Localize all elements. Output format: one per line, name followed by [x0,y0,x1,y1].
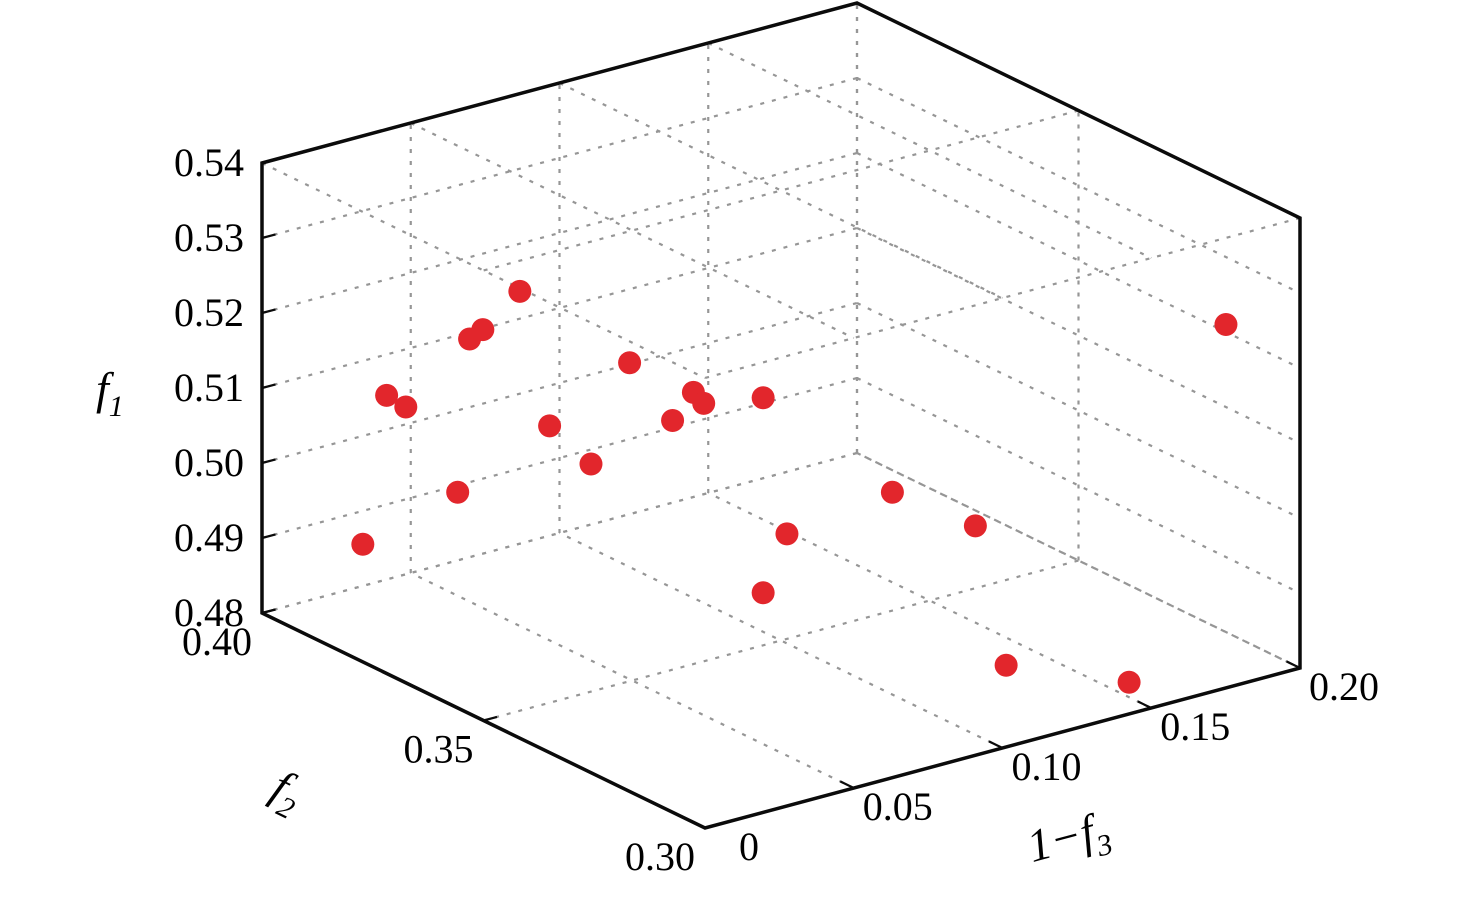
gridline-x3-top [261,162,706,379]
one-minus-f3-tick-mark [988,740,1003,749]
data-point [1117,670,1141,694]
one-minus-f3-tick-label: 0.15 [1160,704,1230,749]
f1-axis-title-sub: 1 [108,390,124,423]
f1-tick-mark [261,383,276,390]
f1-tick-mark [261,458,276,465]
data-point [618,351,642,375]
f1-tick-label: 0.54 [174,140,244,185]
one-minus-f3-tick-label: 0.20 [1309,664,1379,709]
f1-tick-label: 0.49 [174,515,244,560]
one-minus-f3-tick-mark [839,780,855,789]
f1-tick-mark [261,158,276,165]
gridline-f1-right-wall [856,377,1301,594]
gridline-x3-top [707,42,1152,259]
data-point [579,452,603,476]
data-point [692,391,716,415]
data-point [394,395,418,419]
data-point [661,408,685,432]
f1-axis-title-base: f [96,363,109,414]
f1-tick-label: 0.53 [174,215,244,260]
f1-tick-label: 0.52 [174,290,244,335]
f1-tick-mark [261,533,276,540]
gridline-f2-base [483,559,1079,722]
data-point [458,327,482,351]
one-minus-f3-tick-label: 0.10 [1012,744,1082,789]
gridline-f1-right-wall [856,77,1301,294]
f2-tick-mark [483,715,498,722]
gridline-x3-top [410,122,855,339]
gridline-f2-top [483,109,1079,272]
gridline-x3-base [559,532,1003,749]
data-point [538,414,562,438]
gridline-x3-top [559,82,1003,299]
gridline-f1-right-wall [856,302,1301,519]
data-point [351,532,375,556]
f2-tick-mark [261,608,276,615]
data-point [751,581,775,605]
one-minus-f3-tick-mark [1137,700,1152,709]
f2-tick-label: 0.40 [182,619,252,664]
data-point [508,279,532,303]
one-minus-f3-tick-mark [1286,660,1301,669]
gridline-x3-base [707,492,1152,709]
gridline-f1-right-wall [856,227,1301,444]
data-point [880,480,904,504]
f1-tick-mark [261,233,276,240]
f1-tick-label: 0.51 [174,365,244,410]
gridline-x3-base [856,452,1301,669]
f1-tick-label: 0.50 [174,440,244,485]
f1-tick-mark [261,308,276,315]
gridline-f1-right-wall [856,452,1301,669]
one-minus-f3-tick-label: 0 [739,824,759,869]
data-point [375,383,399,407]
f1-axis-title: f1 [96,362,124,424]
f2-tick-label: 0.35 [404,727,474,772]
data-point [775,522,799,546]
one-minus-f3-tick-label: 0.05 [863,784,933,829]
data-point [963,514,987,538]
gridline-x3-base [410,572,855,789]
one-minus-f3-tick-mark [691,820,706,829]
data-point [446,480,470,504]
f2-tick-mark [704,823,719,830]
f1-tick-label: 0.48 [174,590,244,635]
data-point [1214,313,1238,336]
data-point [994,653,1018,677]
f2-tick-label: 0.30 [625,834,695,879]
data-point [751,386,775,410]
